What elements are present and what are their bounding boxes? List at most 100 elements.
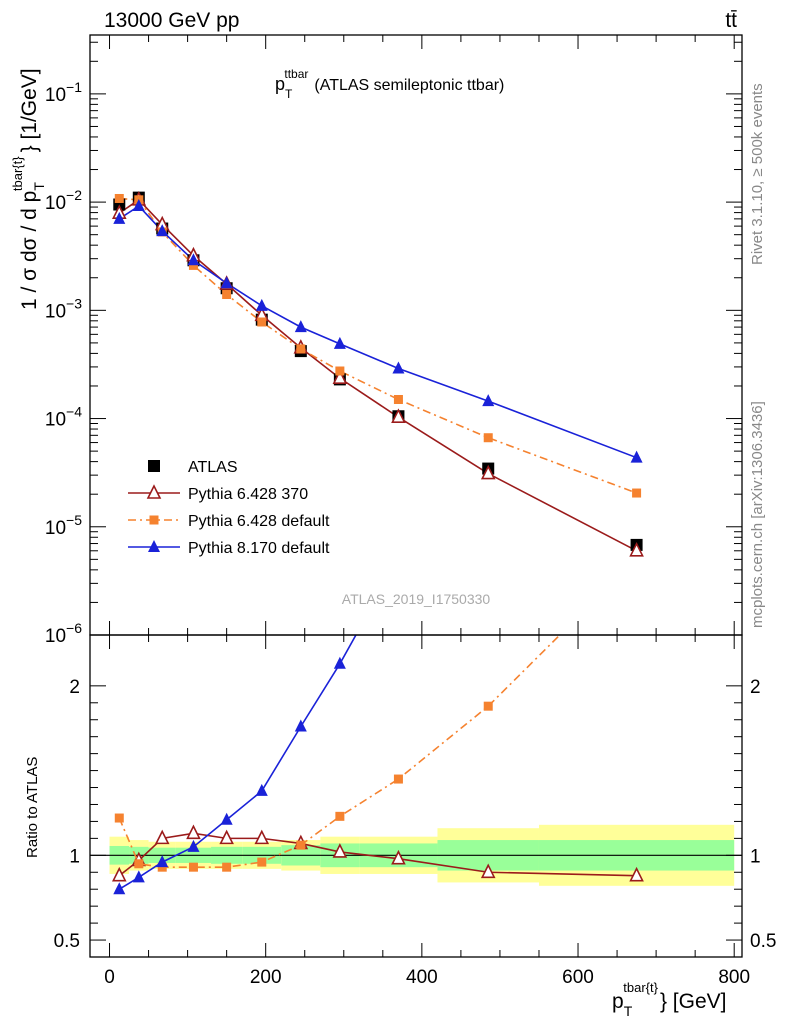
ratio-point-2 [220,812,233,825]
series-point-1 [632,488,642,498]
legend-marker-2 [148,540,160,552]
tick-exponent: −5 [66,512,82,528]
main-y-label-rest: } [1/GeV] [18,68,41,152]
series-line-2 [118,204,637,459]
ratio-point-1 [296,840,306,850]
series-point-1 [188,260,198,270]
ratio-point-0 [219,829,234,845]
process-label: tt̄ [725,9,737,32]
title-sub: T [285,87,293,101]
ratio-y-tick-label-right: 0.5 [750,931,776,952]
tick-exponent: −2 [66,187,82,203]
series-point-1 [393,394,403,404]
mcplots-label: mcplots.cern.ch [arXiv:1306.3436] [749,401,766,628]
ratio-y-tick-label: 0.5 [54,931,80,952]
series-point-0 [332,369,348,384]
main-y-label-sup: tbar{t} [10,156,25,191]
main-y-label: 1 / σ dσ / d pTtbar{t}} [1/GeV] [10,68,47,310]
ratio-point-0 [111,866,127,882]
legend-atlas-label: ATLAS [188,459,238,476]
ratio-point-0 [186,824,201,840]
ratio-point-1 [483,701,493,711]
legend-marker-0 [146,484,162,499]
ratio-y-label: Ratio to ATLAS [24,757,41,858]
ratio-point-2 [333,656,346,669]
legend-label-0: Pythia 6.428 370 [188,486,308,503]
ratio-point-1 [188,862,198,872]
x-label-main: p [612,990,624,1013]
ratio-point-0 [254,829,270,845]
series-point-1 [483,433,493,443]
ratio-point-1 [393,774,403,784]
series-point-2 [255,298,268,311]
series-point-0 [391,408,406,423]
main-y-label-main: 1 / σ dσ / d p [18,191,41,310]
x-label-sup: tbar{t} [623,980,658,995]
main-y-tick-label: 10−4 [45,404,82,431]
main-y-tick-label: 10−6 [45,620,82,647]
ratio-point-1 [134,859,144,869]
ratio-point-2 [187,839,200,852]
ratio-point-2 [294,719,307,732]
ratio-point-0 [629,866,644,882]
title-sup: ttbar [284,67,308,81]
series-point-2 [392,361,405,374]
x-tick-label: 400 [406,967,438,988]
series-point-2 [333,336,346,349]
ratio-point-2 [392,552,404,564]
tick-exponent: −4 [66,404,82,420]
ratio-point-1 [157,862,167,872]
tick-exponent: −3 [66,295,82,311]
title-rest: (ATLAS semileptonic ttbar) [314,77,504,94]
rivet-label: Rivet 3.1.10, ≥ 500k events [749,83,766,265]
ratio-point-2 [132,870,145,883]
main-y-tick-label: 10−5 [45,512,82,539]
series-point-2 [132,199,145,212]
tick-base: 10 [45,518,66,539]
main-y-tick-label: 10−3 [45,295,82,322]
series-point-2 [156,224,169,237]
series-point-2 [220,276,233,289]
tick-base: 10 [45,626,66,647]
series-point-0 [629,541,644,557]
tick-base: 10 [45,193,66,214]
series-point-1 [114,193,124,203]
series-point-1 [257,317,267,327]
legend-label-2: Pythia 8.170 default [188,540,330,557]
ratio-frame [89,634,743,958]
ratio-y-tick-label-right: 1 [750,846,761,867]
ratio-y-tick-label: 1 [69,846,80,867]
series-point-2 [294,320,307,333]
series-point-2 [113,211,126,224]
ratio-point-1 [222,862,232,872]
ratio-y-tick-label-right: 2 [750,677,761,698]
analysis-id: ATLAS_2019_I1750330 [342,591,491,607]
ratio-line-2 [118,635,357,890]
tick-base: 10 [45,410,66,431]
x-axis-label: pTtbar{t}} [GeV] [612,980,727,1019]
x-tick-label: 600 [562,967,594,988]
ratio-y-tick-label: 2 [69,677,80,698]
x-label-rest: } [GeV] [660,990,727,1013]
main-panel: 10−610−510−410−310−210−1 [45,34,743,957]
main-plot-area [111,191,644,557]
series-point-1 [335,366,345,376]
ratio-plot-area [111,306,644,895]
legend-marker-1 [149,515,159,525]
ratio-point-1 [114,813,124,823]
series-point-1 [296,344,306,354]
ratio-point-0 [332,843,348,858]
plot-title: pTttbar (ATLAS semileptonic ttbar) [275,67,504,101]
main-y-tick-label: 10−1 [45,79,82,106]
title-p: p [275,74,285,94]
ratio-point-2 [482,306,494,318]
ratio-point-2 [255,783,268,796]
ratio-point-0 [391,849,406,865]
series-line-1 [119,197,637,494]
x-tick-label: 200 [250,967,282,988]
tick-base: 10 [45,301,66,322]
series-point-0 [480,464,496,480]
energy-label: 13000 GeV pp [104,9,239,32]
